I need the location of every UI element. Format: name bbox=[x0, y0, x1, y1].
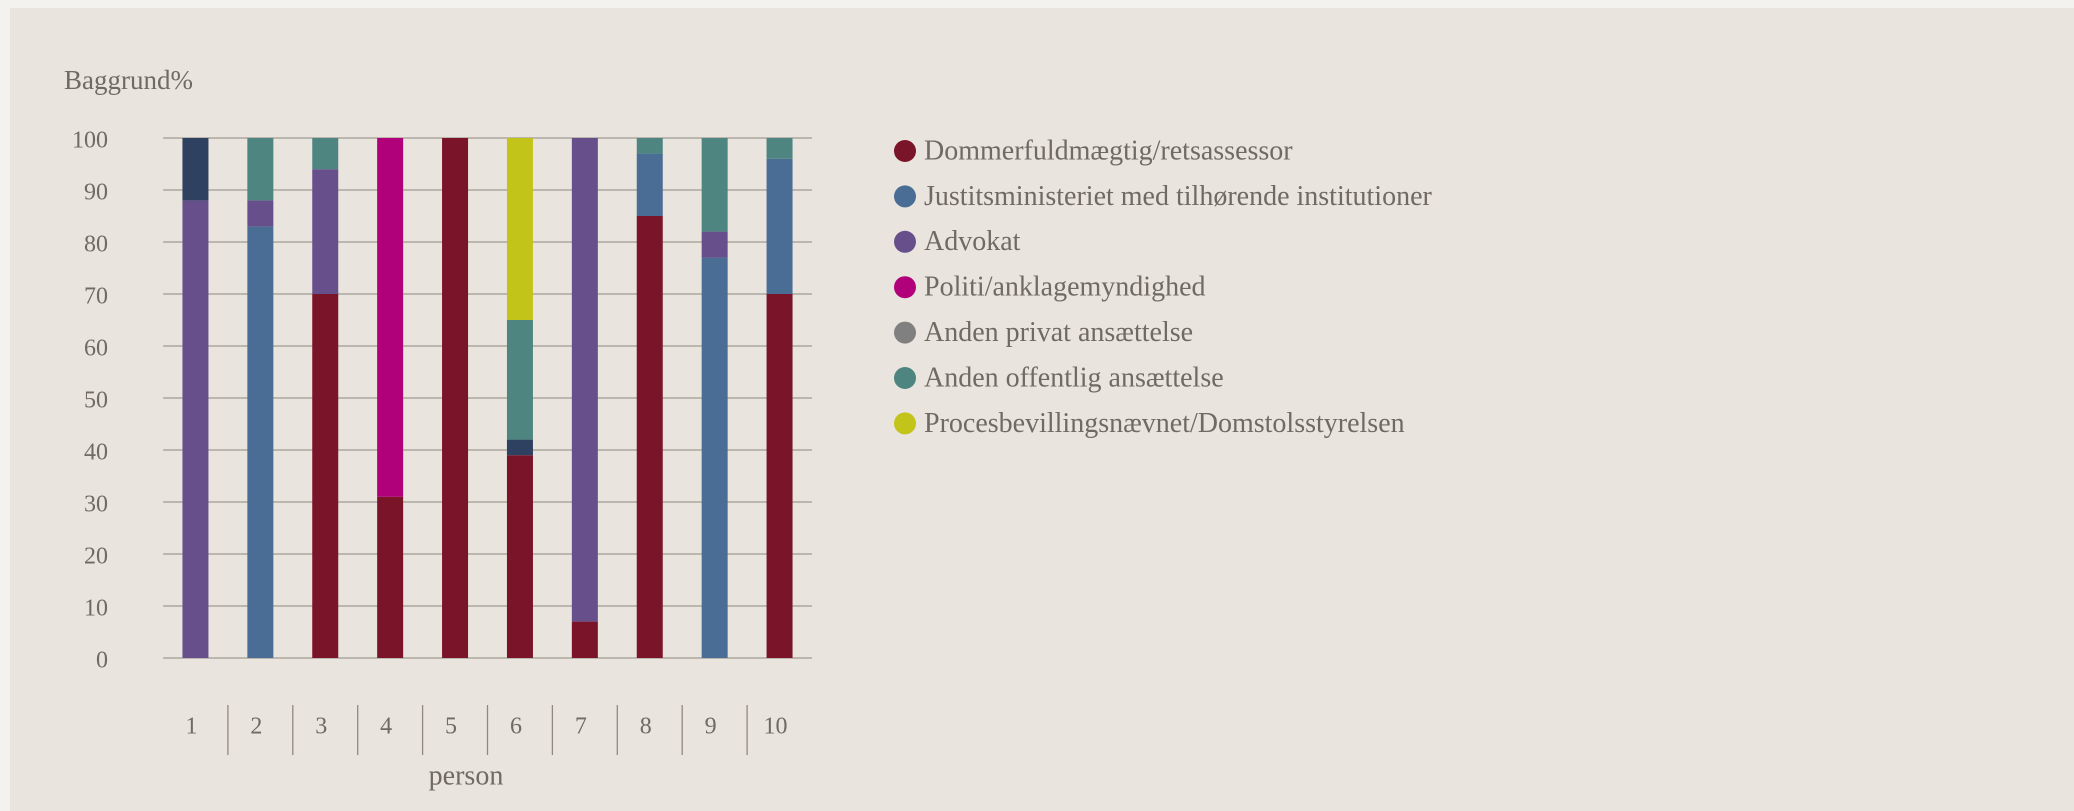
y-tick-label: 0 bbox=[96, 648, 108, 674]
bar-segment bbox=[312, 294, 339, 658]
panel bbox=[10, 8, 2074, 811]
bar-segment bbox=[506, 138, 533, 320]
y-tick-label: 50 bbox=[84, 388, 108, 414]
bar-segment bbox=[182, 200, 209, 658]
bar-segment bbox=[312, 138, 339, 170]
legend-marker bbox=[894, 321, 916, 344]
legend-label: Procesbevillingsnævnet/Domstolsstyrelsen bbox=[924, 408, 1405, 439]
bar-segment bbox=[766, 294, 793, 658]
bar-segment bbox=[701, 257, 728, 658]
y-tick-label: 90 bbox=[84, 180, 108, 206]
chart-title: Baggrund% bbox=[64, 65, 193, 95]
legend-marker bbox=[894, 276, 916, 299]
bar-segment bbox=[766, 158, 793, 294]
bar-segment bbox=[636, 216, 663, 658]
legend-marker bbox=[894, 185, 916, 208]
legend-marker bbox=[894, 367, 916, 389]
x-tick-label: 2 bbox=[250, 714, 262, 740]
legend-marker bbox=[894, 230, 916, 253]
bar-segment bbox=[247, 138, 274, 201]
legend-label: Dommerfuldmægtig/retsassessor bbox=[924, 135, 1293, 166]
bar-segment bbox=[506, 320, 533, 440]
legend-label: Anden offentlig ansættelse bbox=[924, 362, 1224, 393]
y-tick-label: 40 bbox=[84, 440, 108, 466]
y-tick-label: 60 bbox=[84, 336, 108, 362]
legend-label: Justitsministeriet med tilhørende instit… bbox=[924, 181, 1433, 212]
bar-segment bbox=[377, 496, 404, 658]
bar-segment bbox=[377, 138, 404, 497]
x-tick-label: 10 bbox=[764, 714, 788, 740]
bar-segment bbox=[442, 138, 469, 658]
bar-segment bbox=[766, 138, 793, 159]
bar-segment bbox=[571, 621, 598, 658]
bar-segment bbox=[506, 439, 533, 456]
bar-segment bbox=[571, 138, 598, 622]
bar-segment bbox=[636, 153, 663, 216]
x-tick-label: 9 bbox=[705, 714, 717, 740]
bar-segment bbox=[701, 138, 728, 232]
y-tick-label: 80 bbox=[84, 232, 108, 258]
x-tick-label: 7 bbox=[575, 714, 587, 740]
x-tick-label: 3 bbox=[315, 714, 327, 740]
bar-segment bbox=[506, 455, 533, 658]
legend-label: Advokat bbox=[924, 226, 1021, 257]
y-tick-label: 30 bbox=[84, 492, 108, 518]
bar-segment bbox=[247, 226, 274, 658]
x-axis-label: person bbox=[429, 760, 504, 791]
bar-segment bbox=[182, 138, 209, 201]
x-tick-label: 1 bbox=[185, 714, 197, 740]
bar-segment bbox=[701, 231, 728, 258]
x-tick-label: 4 bbox=[380, 714, 392, 740]
bar-segment bbox=[636, 138, 663, 154]
legend-label: Anden privat ansættelse bbox=[924, 317, 1193, 348]
bar-segment bbox=[247, 200, 274, 227]
legend-marker bbox=[894, 140, 916, 162]
bar-segment bbox=[312, 169, 339, 294]
y-tick-label: 70 bbox=[84, 284, 108, 310]
x-tick-label: 8 bbox=[640, 714, 652, 740]
y-tick-label: 20 bbox=[84, 544, 108, 570]
y-tick-label: 10 bbox=[84, 596, 108, 622]
legend-marker bbox=[894, 412, 916, 435]
x-tick-label: 5 bbox=[445, 714, 457, 740]
x-tick-label: 6 bbox=[510, 714, 522, 740]
y-tick-label: 100 bbox=[72, 128, 108, 154]
legend-label: Politi/anklagemyndighed bbox=[924, 272, 1206, 303]
